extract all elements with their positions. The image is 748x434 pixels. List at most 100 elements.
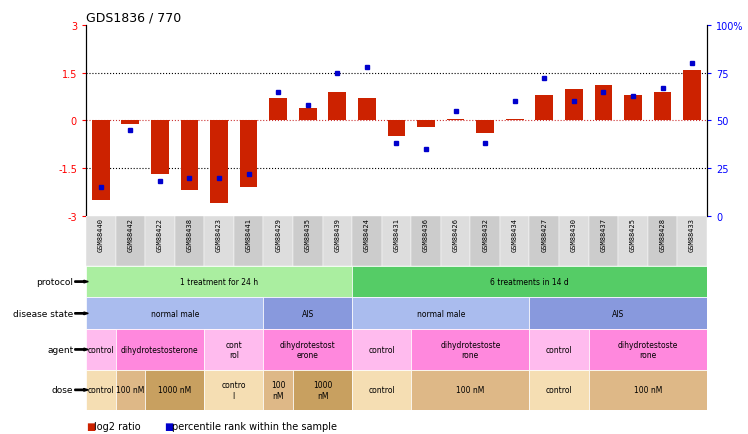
Bar	[381, 216, 411, 266]
Bar	[240, 121, 257, 187]
Text: GDS1836 / 770: GDS1836 / 770	[86, 12, 181, 25]
Bar	[86, 298, 263, 329]
Bar	[116, 216, 145, 266]
Bar	[530, 370, 589, 410]
Bar	[263, 329, 352, 370]
Text: GSM88442: GSM88442	[127, 218, 133, 252]
Bar	[677, 216, 707, 266]
Bar	[624, 96, 642, 121]
Text: normal male: normal male	[417, 309, 465, 318]
Text: GSM88435: GSM88435	[304, 218, 310, 252]
Text: dihydrotestoste
rone: dihydrotestoste rone	[440, 340, 500, 359]
Bar	[263, 216, 293, 266]
Bar	[145, 216, 175, 266]
Bar	[352, 216, 381, 266]
Text: GSM88424: GSM88424	[364, 218, 370, 252]
Text: GSM88437: GSM88437	[601, 218, 607, 252]
Text: 100 nM: 100 nM	[116, 385, 144, 395]
Bar	[92, 121, 110, 201]
Bar	[589, 370, 707, 410]
Bar	[328, 92, 346, 121]
Bar	[86, 266, 352, 298]
Bar	[293, 216, 322, 266]
Bar	[210, 121, 228, 204]
Text: control: control	[545, 345, 572, 354]
Text: 100 nM: 100 nM	[634, 385, 662, 395]
Bar	[352, 298, 530, 329]
Text: ■: ■	[165, 421, 174, 431]
Text: ■: ■	[86, 421, 95, 431]
Text: agent: agent	[47, 345, 73, 354]
Bar	[618, 216, 648, 266]
Bar	[441, 216, 470, 266]
Bar	[358, 99, 375, 121]
Text: disease state: disease state	[13, 309, 73, 318]
Bar	[530, 216, 559, 266]
Bar	[86, 329, 116, 370]
Text: AIS: AIS	[612, 309, 625, 318]
Bar	[322, 216, 352, 266]
Text: dihydrotestoste
rone: dihydrotestoste rone	[618, 340, 678, 359]
Text: GSM88441: GSM88441	[245, 218, 251, 252]
Bar	[116, 370, 145, 410]
Bar	[204, 329, 263, 370]
Text: control: control	[88, 345, 114, 354]
Text: GSM88438: GSM88438	[186, 218, 192, 252]
Bar	[683, 70, 701, 121]
Text: GSM88433: GSM88433	[689, 218, 695, 252]
Bar	[204, 370, 263, 410]
Text: control: control	[368, 385, 395, 395]
Bar	[530, 329, 589, 370]
Bar	[648, 216, 677, 266]
Bar	[180, 121, 198, 191]
Text: 1000
nM: 1000 nM	[313, 380, 332, 400]
Bar	[151, 121, 169, 175]
Text: 100
nM: 100 nM	[271, 380, 286, 400]
Text: GSM88423: GSM88423	[216, 218, 222, 252]
Text: GSM88439: GSM88439	[334, 218, 340, 252]
Text: GSM88429: GSM88429	[275, 218, 281, 252]
Bar	[86, 370, 116, 410]
Text: 100 nM: 100 nM	[456, 385, 485, 395]
Text: normal male: normal male	[150, 309, 199, 318]
Bar	[500, 216, 530, 266]
Bar	[234, 216, 263, 266]
Bar	[121, 121, 139, 124]
Bar	[175, 216, 204, 266]
Bar	[530, 298, 707, 329]
Bar	[352, 266, 707, 298]
Bar	[293, 370, 352, 410]
Bar	[86, 216, 116, 266]
Text: GSM88436: GSM88436	[423, 218, 429, 252]
Text: dihydrotestost
erone: dihydrotestost erone	[280, 340, 336, 359]
Bar	[589, 216, 618, 266]
Text: GSM88426: GSM88426	[453, 218, 459, 252]
Text: GSM88434: GSM88434	[512, 218, 518, 252]
Text: GSM88425: GSM88425	[630, 218, 636, 252]
Text: 1 treatment for 24 h: 1 treatment for 24 h	[180, 277, 258, 286]
Text: 6 treatments in 14 d: 6 treatments in 14 d	[490, 277, 568, 286]
Bar	[263, 370, 293, 410]
Text: 1000 nM: 1000 nM	[158, 385, 191, 395]
Bar	[204, 216, 234, 266]
Bar	[263, 298, 352, 329]
Text: GSM88432: GSM88432	[482, 218, 488, 252]
Text: GSM88431: GSM88431	[393, 218, 399, 252]
Text: GSM88427: GSM88427	[542, 218, 548, 252]
Text: protocol: protocol	[37, 277, 73, 286]
Bar	[536, 96, 553, 121]
Text: dose: dose	[52, 385, 73, 395]
Text: GSM88430: GSM88430	[571, 218, 577, 252]
Text: control: control	[88, 385, 114, 395]
Text: dihydrotestosterone: dihydrotestosterone	[121, 345, 199, 354]
Bar	[352, 370, 411, 410]
Bar	[387, 121, 405, 137]
Bar	[352, 329, 411, 370]
Bar	[411, 216, 441, 266]
Text: log2 ratio: log2 ratio	[94, 421, 140, 431]
Text: AIS: AIS	[301, 309, 314, 318]
Bar	[654, 92, 672, 121]
Bar	[411, 370, 530, 410]
Bar	[559, 216, 589, 266]
Bar	[476, 121, 494, 134]
